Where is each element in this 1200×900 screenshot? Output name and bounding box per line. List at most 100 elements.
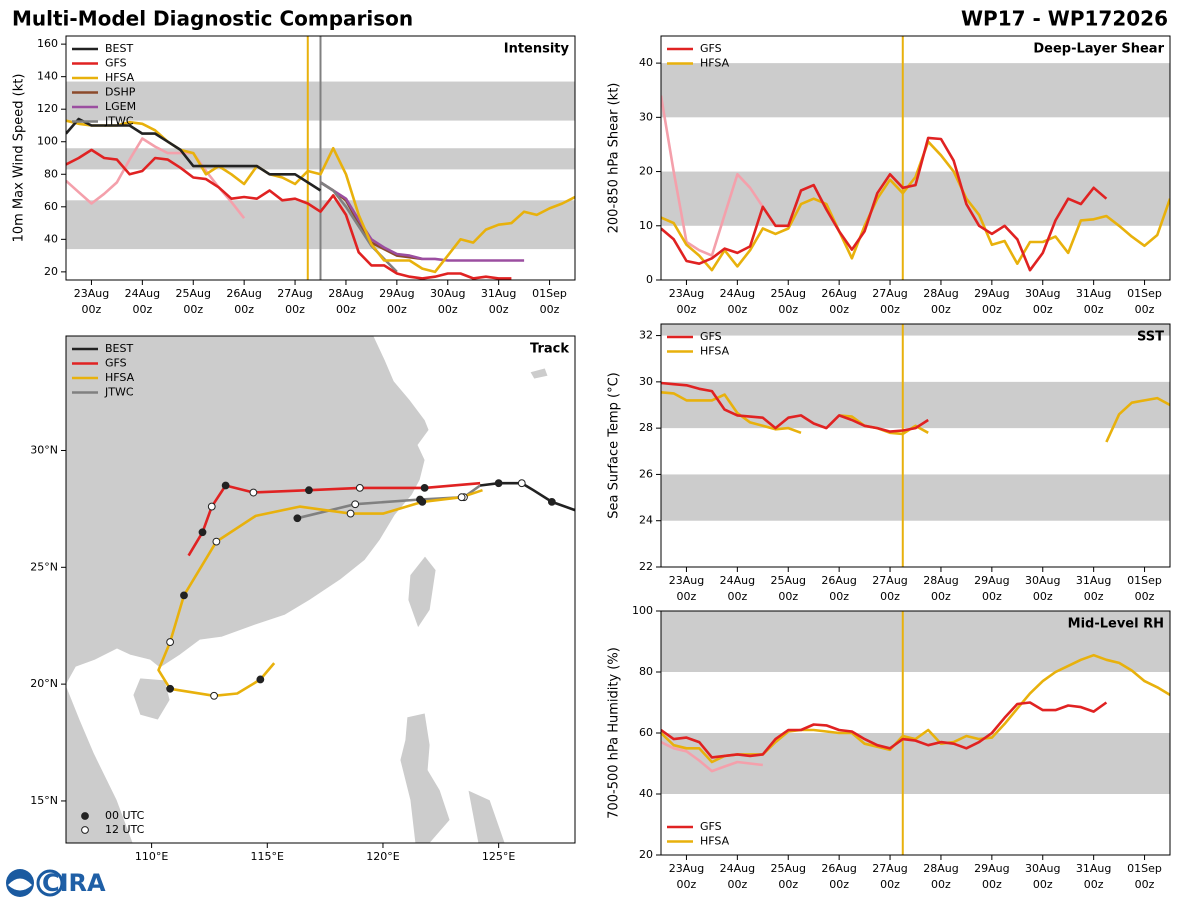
x-tick-label: 28Aug 00z xyxy=(923,574,958,603)
series-line xyxy=(661,95,764,257)
legend-marker xyxy=(81,812,89,820)
y-tick-label: 60 xyxy=(639,726,653,739)
x-tick-label: 125°E xyxy=(482,850,515,863)
track-point xyxy=(166,684,175,693)
band xyxy=(661,474,1170,521)
track-point xyxy=(198,528,207,537)
track-point xyxy=(351,500,360,509)
band xyxy=(661,171,1170,226)
track-point xyxy=(494,479,503,488)
y-tick-label: 140 xyxy=(37,70,58,83)
land xyxy=(66,336,430,843)
y-tick-label: 100 xyxy=(632,604,653,617)
x-tick-label: 25Aug 00z xyxy=(771,574,806,603)
track-point xyxy=(547,497,556,506)
y-tick-label: 20°N xyxy=(30,677,58,690)
band xyxy=(661,381,1170,429)
x-tick-label: 23Aug 00z xyxy=(669,862,704,891)
series-line xyxy=(661,701,1108,759)
x-tick-label: 23Aug 00z xyxy=(74,287,109,316)
y-tick-label: 0 xyxy=(646,273,653,286)
plot-frame xyxy=(65,35,576,281)
legend-label: GFS xyxy=(700,820,722,833)
series-line xyxy=(319,181,525,262)
track-point xyxy=(212,537,221,546)
legend-label: GFS xyxy=(700,330,722,343)
x-tick-label: 110°E xyxy=(135,850,168,863)
x-tick-label: 31Aug 00z xyxy=(1076,574,1111,603)
x-tick-label: 29Aug 00z xyxy=(974,287,1009,316)
x-tick-label: 25Aug 00z xyxy=(176,287,211,316)
track-point xyxy=(293,514,302,523)
x-tick-label: 120°E xyxy=(366,850,399,863)
land xyxy=(529,367,549,380)
x-tick-label: 30Aug 00z xyxy=(1025,574,1060,603)
y-tick-label: 20 xyxy=(44,265,58,278)
land xyxy=(407,555,437,629)
track-point xyxy=(418,497,427,506)
y-axis-label: 200-850 hPa Shear (kt) xyxy=(607,83,622,234)
y-axis-label: 700-500 hPa Humidity (%) xyxy=(607,647,622,819)
y-axis-label: Sea Surface Temp (°C) xyxy=(607,372,622,519)
logo-emblem xyxy=(36,869,64,897)
y-tick-label: 40 xyxy=(639,787,653,800)
y-tick-label: 20 xyxy=(639,848,653,861)
legend-label: DSHP xyxy=(105,86,136,99)
legend-label: BEST xyxy=(105,42,133,55)
track-point xyxy=(210,691,218,700)
y-tick-label: 25°N xyxy=(30,560,58,573)
track-point xyxy=(207,502,216,511)
track-point xyxy=(221,481,230,490)
legend-label: JTWC xyxy=(104,115,134,128)
y-tick-label: 26 xyxy=(639,467,653,480)
panel-label: Track xyxy=(530,342,569,357)
y-tick-label: 32 xyxy=(639,329,653,342)
y-tick-label: 20 xyxy=(639,165,653,178)
logo-emblem xyxy=(8,878,32,891)
plot-area xyxy=(66,36,575,280)
plot-area xyxy=(157,479,575,700)
y-tick-label: 30 xyxy=(639,110,653,123)
land xyxy=(467,789,506,843)
track-point xyxy=(355,483,364,492)
x-tick-label: 26Aug 00z xyxy=(226,287,261,316)
legend-label: JTWC xyxy=(104,386,134,399)
legend-label: HFSA xyxy=(105,371,135,384)
x-tick-label: 27Aug 00z xyxy=(277,287,312,316)
x-tick-label: 29Aug 00z xyxy=(974,574,1009,603)
x-tick-label: 23Aug 00z xyxy=(669,287,704,316)
y-tick-label: 60 xyxy=(44,200,58,213)
track-point xyxy=(256,675,265,684)
y-tick-label: 15°N xyxy=(30,794,58,807)
series-line xyxy=(661,740,763,773)
legend-label: HFSA xyxy=(700,57,730,70)
panel-label: Intensity xyxy=(504,42,570,57)
x-tick-label: 29Aug 00z xyxy=(974,862,1009,891)
panel-label: Mid-Level RH xyxy=(1068,617,1164,632)
series-line xyxy=(66,148,512,280)
x-tick-label: 31Aug 00z xyxy=(1076,862,1111,891)
x-tick-label: 01Sep 00z xyxy=(1127,574,1162,603)
x-tick-label: 27Aug 00z xyxy=(872,287,907,316)
legend-label: HFSA xyxy=(700,835,730,848)
x-tick-label: 24Aug 00z xyxy=(720,862,755,891)
x-tick-label: 27Aug 00z xyxy=(872,574,907,603)
track-line xyxy=(157,488,483,698)
panel-label: SST xyxy=(1137,330,1164,345)
y-tick-label: 80 xyxy=(44,167,58,180)
x-tick-label: 26Aug 00z xyxy=(821,862,856,891)
land-layer xyxy=(66,336,549,843)
track-point xyxy=(517,479,526,488)
band xyxy=(661,611,1170,672)
legend-marker xyxy=(81,826,89,834)
track-point xyxy=(180,591,188,600)
series-line xyxy=(661,136,1108,272)
series-line xyxy=(66,119,575,274)
x-tick-label: 31Aug 00z xyxy=(481,287,516,316)
x-tick-label: 01Sep 00z xyxy=(1127,287,1162,316)
legend-label: HFSA xyxy=(105,71,135,84)
land xyxy=(132,677,171,721)
y-tick-label: 40 xyxy=(639,56,653,69)
y-tick-label: 10 xyxy=(639,219,653,232)
x-tick-label: 28Aug 00z xyxy=(328,287,363,316)
